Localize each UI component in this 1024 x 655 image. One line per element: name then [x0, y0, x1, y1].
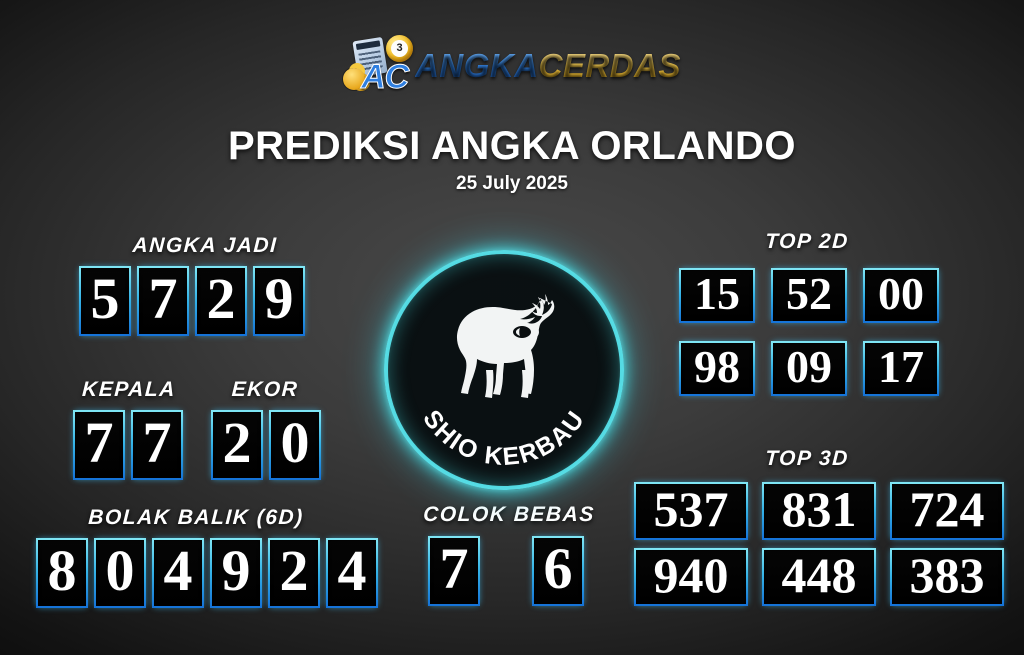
angka-jadi-digits: 5 7 2 9: [79, 266, 305, 336]
section-label-colok-bebas: COLOK BEBAS: [422, 503, 596, 526]
section-label-ekor: EKOR: [231, 378, 299, 401]
number-tile: 17: [863, 341, 939, 396]
number-tile: 831: [762, 482, 876, 540]
number-tile: 4: [326, 538, 378, 608]
brand-wordmark: ANGKACERDAS: [415, 49, 681, 82]
digit-value: 9: [264, 266, 294, 331]
section-label-kepala: KEPALA: [81, 378, 177, 401]
shio-badge: SHIO KERBAU: [384, 250, 624, 490]
digit-value: 15: [694, 267, 740, 319]
digit-value: 831: [781, 481, 857, 537]
number-tile: 7: [428, 536, 480, 606]
digit-value: 4: [337, 538, 367, 603]
bolak-balik-digits: 8 0 4 9 2 4: [36, 538, 378, 608]
section-label-top-2d: TOP 2D: [764, 230, 850, 253]
digit-value: 940: [653, 547, 729, 603]
digit-value: 5: [90, 266, 120, 331]
digit-value: 2: [279, 538, 309, 603]
digit-value: 383: [909, 547, 985, 603]
section-label-bolak-balik: BOLAK BALIK (6D): [87, 506, 305, 529]
top-2d-row-2: 98 09 17: [679, 341, 939, 396]
number-tile: 7: [137, 266, 189, 336]
number-tile: 537: [634, 482, 748, 540]
digit-value: 00: [878, 267, 924, 319]
number-tile: 9: [253, 266, 305, 336]
digit-value: 17: [878, 340, 924, 392]
section-label-top-3d: TOP 3D: [764, 447, 850, 470]
brand-logo: 3 AC ANGKACERDAS: [0, 34, 1024, 97]
number-tile: 5: [79, 266, 131, 336]
shio-label-arc: SHIO KERBAU: [417, 405, 591, 471]
brand-word-cerdas: CERDAS: [538, 46, 681, 84]
logo-mark: 3 AC: [343, 35, 419, 97]
digit-value: 0: [280, 410, 310, 475]
shio-ring: [384, 250, 624, 490]
digit-value: 537: [653, 481, 729, 537]
number-tile: 6: [532, 536, 584, 606]
digit-value: 09: [786, 340, 832, 392]
digit-value: 7: [439, 536, 469, 601]
number-tile: 9: [210, 538, 262, 608]
digit-value: 2: [206, 266, 236, 331]
number-tile: 98: [679, 341, 755, 396]
digit-value: 448: [781, 547, 857, 603]
number-tile: 8: [36, 538, 88, 608]
number-tile: 52: [771, 268, 847, 323]
shio-label: SHIO KERBAU: [417, 405, 591, 471]
number-tile: 2: [195, 266, 247, 336]
logo-initials: AC: [361, 58, 410, 97]
top-2d-row-1: 15 52 00: [679, 268, 939, 323]
digit-value: 7: [84, 410, 114, 475]
page-date: 25 July 2025: [456, 173, 568, 194]
digit-value: 98: [694, 340, 740, 392]
number-tile: 0: [94, 538, 146, 608]
top-3d-row-1: 537 831 724: [634, 482, 1004, 540]
number-tile: 940: [634, 548, 748, 606]
number-tile: 7: [131, 410, 183, 480]
number-tile: 15: [679, 268, 755, 323]
digit-value: 52: [786, 267, 832, 319]
digit-value: 7: [148, 266, 178, 331]
digit-value: 7: [142, 410, 172, 475]
number-tile: 383: [890, 548, 1004, 606]
number-tile: 724: [890, 482, 1004, 540]
digit-value: 9: [221, 538, 251, 603]
digit-value: 6: [543, 536, 573, 601]
digit-value: 8: [47, 538, 77, 603]
number-tile: 09: [771, 341, 847, 396]
number-tile: 7: [73, 410, 125, 480]
number-tile: 2: [211, 410, 263, 480]
ox-silhouette-icon: [456, 294, 555, 398]
top-3d-row-2: 940 448 383: [634, 548, 1004, 606]
number-tile: 448: [762, 548, 876, 606]
colok-bebas-digits: 7 6: [428, 536, 584, 606]
lottery-ball-number: 3: [391, 40, 409, 57]
digit-value: 4: [163, 538, 193, 603]
page-title: PREDIKSI ANGKA ORLANDO: [227, 124, 797, 168]
number-tile: 0: [269, 410, 321, 480]
digit-value: 724: [909, 481, 985, 537]
brand-word-angka: ANGKA: [415, 46, 539, 84]
digit-value: 2: [222, 410, 252, 475]
coins-icon: [343, 68, 366, 90]
number-tile: 4: [152, 538, 204, 608]
ekor-digits: 2 0: [211, 410, 321, 480]
section-label-angka-jadi: ANGKA JADI: [131, 234, 279, 257]
number-tile: 2: [268, 538, 320, 608]
lottery-ball-icon: 3: [386, 35, 414, 62]
kepala-digits: 7 7: [73, 410, 183, 480]
digit-value: 0: [105, 538, 135, 603]
number-tile: 00: [863, 268, 939, 323]
